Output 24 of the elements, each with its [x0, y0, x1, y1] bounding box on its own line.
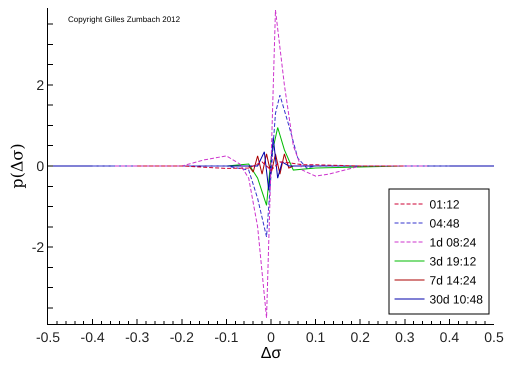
- legend-label: 7d 14:24: [430, 274, 477, 288]
- x-tick-label: 0.5: [484, 328, 504, 345]
- y-axis-title: p(Δσ): [8, 143, 27, 189]
- y-tick-label: -2: [32, 238, 44, 255]
- legend-label: 1d 08:24: [430, 236, 477, 250]
- x-tick-label: 0.4: [440, 328, 460, 345]
- legend-label: 3d 19:12: [430, 254, 477, 269]
- x-tick-label: 0: [267, 328, 276, 345]
- legend-label: 01:12: [430, 198, 460, 212]
- x-tick-label: 0.2: [350, 328, 370, 345]
- legend-label: 04:48: [430, 216, 460, 231]
- x-tick-label: 0.3: [395, 328, 415, 345]
- x-tick-label: -0.2: [170, 328, 194, 345]
- y-tick-label: 2: [36, 76, 44, 93]
- x-tick-label: -0.4: [80, 328, 105, 345]
- x-tick-label: -0.1: [214, 328, 239, 345]
- line-series: [136, 161, 406, 171]
- annotation: Copyright Gilles Zumbach 2012: [68, 15, 181, 24]
- x-tick-label: -0.5: [36, 328, 60, 345]
- y-tick-label: 0: [36, 158, 44, 174]
- x-axis-title: Δσ: [260, 344, 282, 362]
- legend-label: 30d 10:48: [430, 292, 484, 307]
- x-tick-label: 0.1: [306, 328, 326, 345]
- x-tick-label: -0.3: [125, 328, 150, 345]
